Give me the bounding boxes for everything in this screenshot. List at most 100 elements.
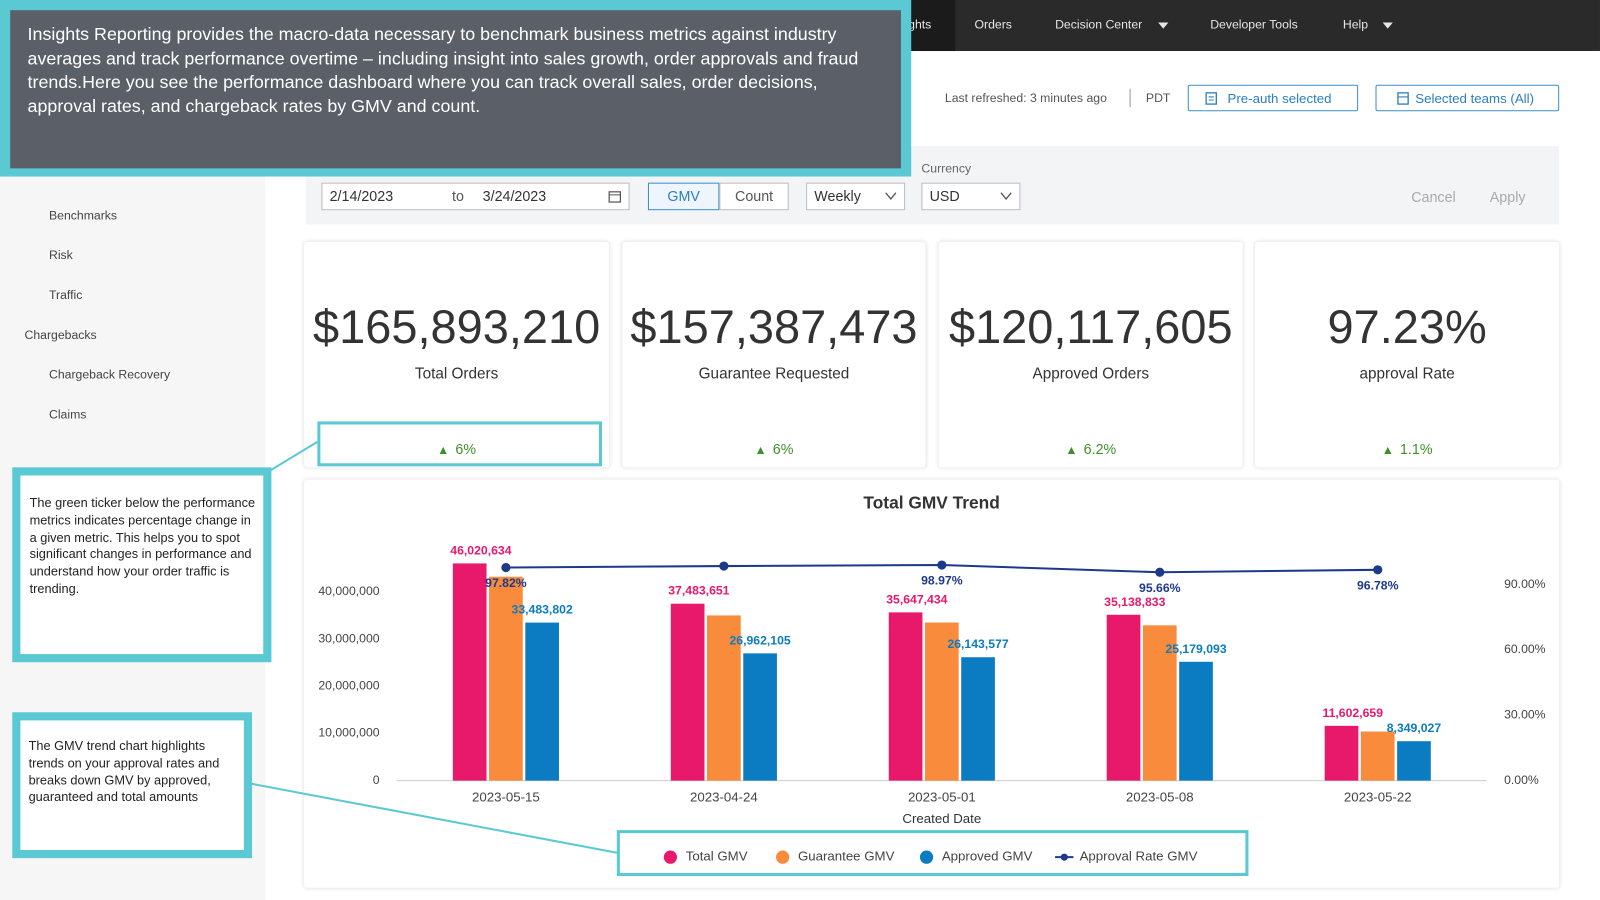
- bar: [743, 653, 777, 781]
- bar: [1324, 725, 1359, 781]
- currency: USD: [929, 187, 960, 205]
- data-label: 25,179,093: [1165, 642, 1226, 656]
- line-point: [1155, 567, 1165, 577]
- timezone: PDT: [1145, 90, 1171, 106]
- bar: [1360, 731, 1395, 781]
- nav-item[interactable]: Decision Center: [1055, 17, 1143, 32]
- metric-value: $165,893,210: [313, 299, 601, 354]
- x-axis-title: Created Date: [902, 811, 981, 826]
- metric-value: 97.23%: [1327, 299, 1487, 354]
- data-label: 95.66%: [1139, 581, 1181, 595]
- trend-callout: The GMV trend chart highlights trends on…: [12, 712, 253, 859]
- start-date: 2/14/2023: [329, 187, 394, 205]
- sidebar-item[interactable]: Chargebacks: [24, 327, 97, 342]
- teams-button[interactable]: Selected teams (All): [1375, 84, 1560, 112]
- bar: [888, 612, 923, 781]
- metric-value: $157,387,473: [630, 299, 918, 354]
- data-label: 46,020,634: [450, 543, 511, 557]
- nav-item[interactable]: Orders: [974, 17, 1012, 32]
- ticker-callout: The green ticker below the performance m…: [12, 467, 272, 663]
- y2-tick-label: 60.00%: [1504, 642, 1546, 656]
- nav-item[interactable]: Developer Tools: [1210, 17, 1298, 32]
- change-value: 6.2%: [1083, 440, 1117, 458]
- data-label: 35,647,434: [886, 592, 947, 606]
- data-label: 8,349,027: [1387, 721, 1442, 735]
- bar: [961, 657, 995, 781]
- dropdown-icon: [1158, 22, 1169, 29]
- nav-item[interactable]: Help: [1342, 17, 1369, 32]
- trend-text: The GMV trend chart highlights trends on…: [28, 738, 220, 805]
- bar: [1106, 614, 1141, 781]
- bar: [924, 622, 959, 781]
- sidebar-item[interactable]: Traffic: [48, 287, 83, 303]
- currency-select[interactable]: USD: [921, 182, 1021, 211]
- bar: [452, 563, 487, 781]
- date-range[interactable]: 2/14/2023 to 3/24/2023: [321, 182, 630, 211]
- cancel-button[interactable]: Cancel: [1411, 188, 1456, 206]
- y-tick-label: 30,000,000: [318, 631, 379, 645]
- nav-item[interactable]: ghts: [908, 17, 932, 32]
- bar: [1142, 625, 1177, 781]
- sidebar-item[interactable]: Benchmarks: [48, 208, 118, 223]
- sidebar-item[interactable]: Chargeback Recovery: [48, 367, 171, 382]
- metric-card: $165,893,210 Total Orders ▲ 6%: [304, 241, 610, 468]
- interval-select[interactable]: Weekly: [806, 182, 906, 211]
- metric-change: ▲ 6%: [622, 441, 925, 457]
- button-label: Selected teams (All): [1415, 90, 1534, 107]
- change-value: 1.1%: [1399, 440, 1433, 458]
- toggle-count[interactable]: Count: [719, 182, 789, 211]
- up-arrow: ▲: [437, 442, 450, 458]
- y2-tick-label: 30.00%: [1504, 707, 1546, 721]
- sidebar-item[interactable]: Claims: [48, 407, 87, 422]
- icon: [1397, 92, 1409, 105]
- data-label: 37,483,651: [668, 584, 729, 598]
- last-refreshed: Last refreshed: 3 minutes ago: [944, 90, 1107, 106]
- line-point: [1373, 565, 1383, 575]
- x-tick-label: 2023-05-08: [1126, 789, 1194, 804]
- intro-callout: Insights Reporting provides the macro-da…: [0, 0, 912, 177]
- legend-label: Approval Rate GMV: [1080, 849, 1198, 864]
- legend-marker: [919, 850, 934, 864]
- legend-label: Guarantee GMV: [798, 849, 895, 864]
- metric-label: Guarantee Requested: [698, 365, 850, 383]
- bar: [707, 615, 741, 781]
- toggle-gmv[interactable]: GMV: [647, 182, 720, 211]
- y-tick-label: 40,000,000: [318, 584, 379, 598]
- change-value: 6%: [772, 440, 794, 458]
- chart-title: Total GMV Trend: [863, 493, 999, 513]
- x-tick-label: 2023-04-24: [690, 789, 758, 804]
- chart-card: Total GMV Trend Created Date 0 10,000,000…: [304, 479, 1560, 888]
- legend-marker: [1060, 853, 1068, 861]
- data-label: 33,483,802: [512, 603, 573, 617]
- separator: [1129, 88, 1131, 108]
- intro-panel: [10, 10, 902, 169]
- bar: [489, 576, 523, 781]
- metric-change: ▲ 6%: [304, 441, 609, 457]
- chevron: [885, 192, 897, 201]
- pre-auth-button[interactable]: Pre-auth selected: [1187, 84, 1359, 112]
- up-arrow: ▲: [1065, 442, 1078, 458]
- change-value: 6%: [455, 440, 477, 458]
- chevron: [1000, 192, 1012, 201]
- apply-button[interactable]: Apply: [1489, 188, 1526, 206]
- currency-label: Currency: [921, 161, 972, 176]
- legend-label: Total GMV: [686, 849, 748, 864]
- end-date: 3/24/2023: [482, 187, 547, 205]
- x-tick-label: 2023-05-01: [908, 789, 976, 804]
- metric-value: $120,117,605: [948, 299, 1233, 354]
- metric-label: Total Orders: [414, 365, 499, 383]
- data-label: 26,962,105: [729, 633, 790, 647]
- data-label: 97.82%: [485, 576, 527, 590]
- bar: [670, 603, 705, 781]
- up-arrow: ▲: [754, 442, 767, 458]
- metric-label: Approved Orders: [1032, 365, 1150, 383]
- data-label: 35,138,833: [1104, 595, 1165, 609]
- metric-change: ▲ 1.1%: [1255, 441, 1559, 457]
- sidebar-item[interactable]: Risk: [48, 247, 73, 263]
- y-tick-label: 0: [373, 773, 380, 787]
- intro-text: Insights Reporting provides the macro-da…: [27, 23, 859, 116]
- data-label: 96.78%: [1357, 578, 1399, 592]
- legend-marker: [776, 850, 790, 864]
- data-label: 98.97%: [921, 574, 963, 588]
